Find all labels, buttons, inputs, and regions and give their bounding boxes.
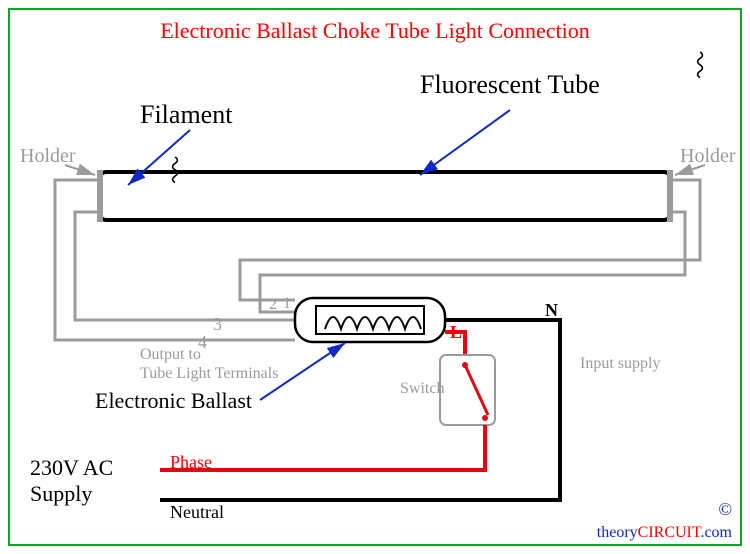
label-output-terminals: Output to Tube Light Terminals bbox=[140, 345, 278, 383]
arrow-tube bbox=[420, 110, 510, 175]
diagram-frame: Electronic Ballast Choke Tube Light Conn… bbox=[0, 0, 750, 554]
label-n2: 2 bbox=[269, 296, 277, 314]
label-phase: Phase bbox=[170, 452, 212, 473]
tube-outline bbox=[100, 172, 670, 220]
wire-3 bbox=[75, 212, 295, 320]
label-holder-right: Holder bbox=[680, 145, 736, 168]
label-supply: 230V AC Supply bbox=[30, 455, 113, 508]
label-filament: Filament bbox=[140, 100, 232, 130]
wm3: .com bbox=[700, 524, 732, 541]
label-n1: 1 bbox=[283, 295, 291, 313]
label-L: L bbox=[450, 322, 462, 343]
watermark: theoryCIRCUIT.com bbox=[597, 524, 732, 542]
label-n3: 3 bbox=[213, 314, 222, 335]
wm2: CIRCUIT bbox=[638, 524, 701, 541]
arrow-filament bbox=[128, 130, 190, 185]
label-ballast: Electronic Ballast bbox=[95, 388, 252, 414]
label-switch: Switch bbox=[400, 380, 444, 398]
copyright-symbol: © bbox=[718, 499, 732, 520]
wm1: theory bbox=[597, 524, 638, 541]
label-tube: Fluorescent Tube bbox=[420, 70, 600, 100]
label-input-supply: Input supply bbox=[580, 355, 660, 373]
label-neutral: Neutral bbox=[170, 502, 224, 523]
label-holder-left: Holder bbox=[20, 145, 76, 168]
label-N: N bbox=[545, 300, 558, 321]
wire-2 bbox=[240, 180, 700, 300]
